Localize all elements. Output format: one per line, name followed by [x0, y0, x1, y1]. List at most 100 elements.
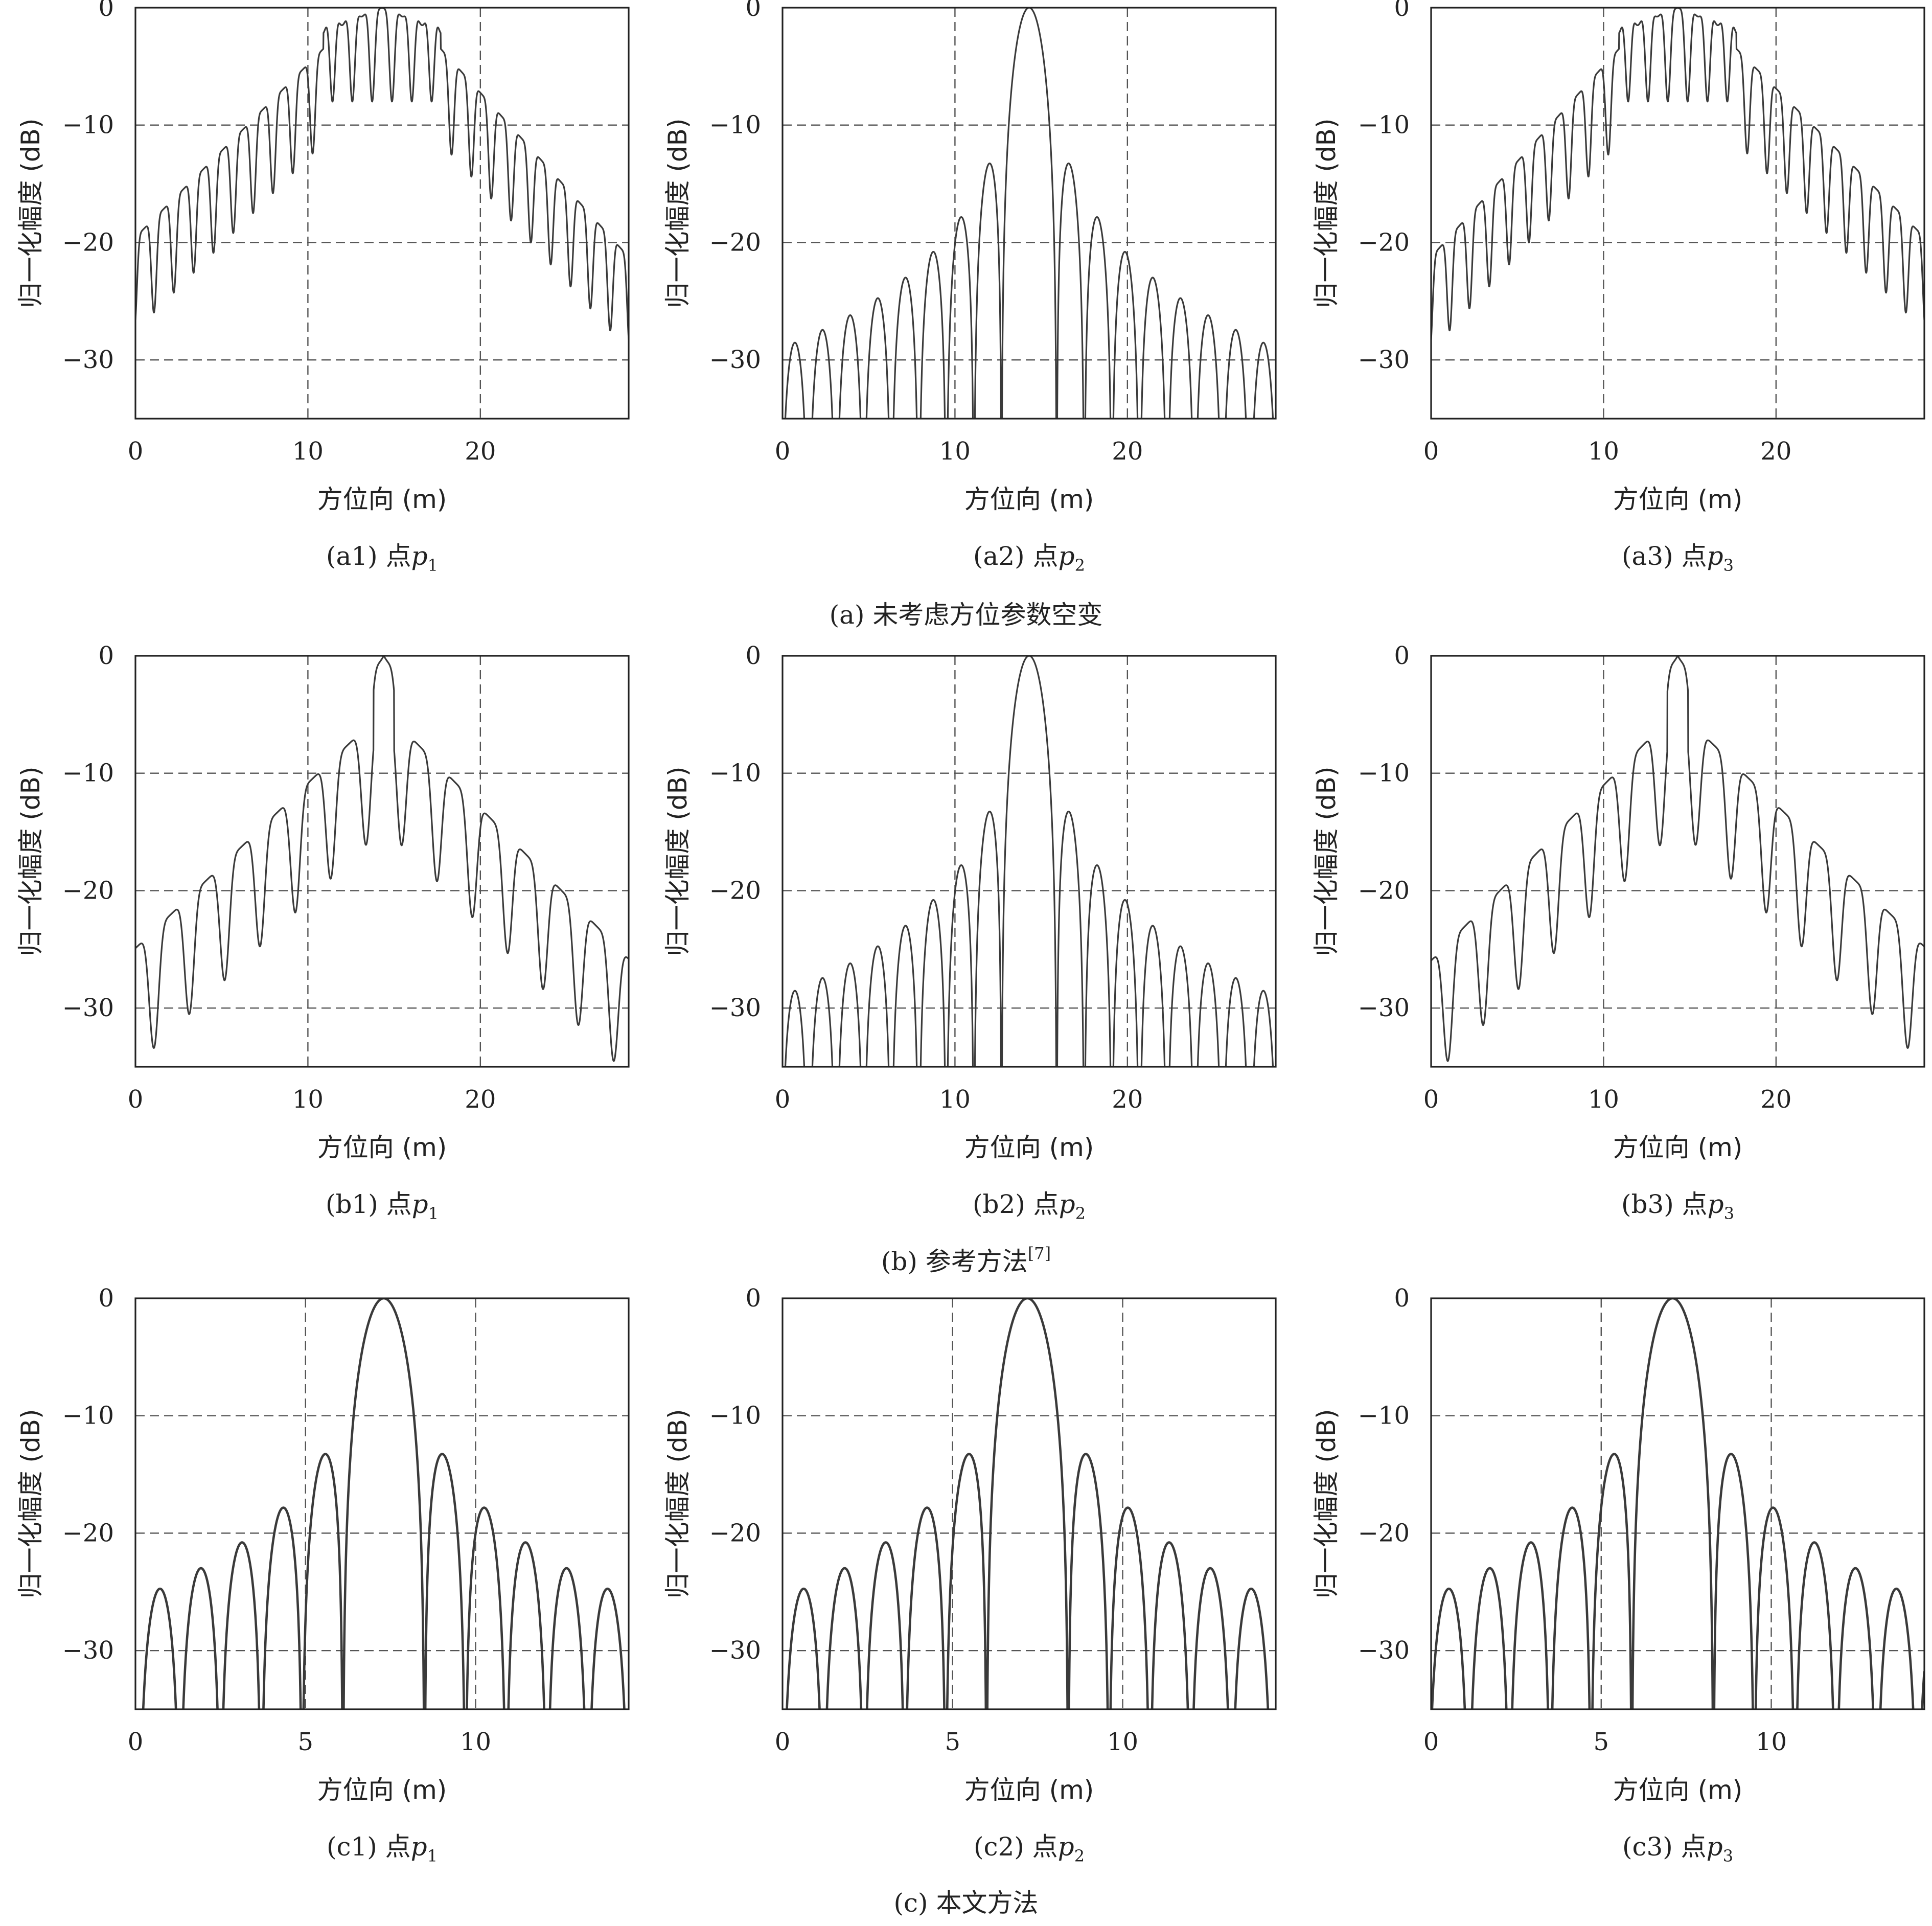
x-tick-label: 20 [1112, 1085, 1143, 1114]
x-tick-label: 0 [775, 1728, 791, 1756]
group-caption-text: 参考方法 [926, 1247, 1028, 1276]
panel-caption-var: p [411, 541, 428, 571]
chart-panel-b2: 0 −10 −20 −30 0 10 20 方位向 (m) 归一化幅度 (dB) (b2) 点p2 [663, 641, 1277, 1223]
y-axis-label: 归一化幅度 (dB) [16, 767, 45, 956]
x-axis-label: 方位向 (m) [1613, 485, 1743, 514]
panel-caption: (b1) 点p1 [326, 1189, 439, 1223]
panel-caption-var: p [411, 1832, 427, 1862]
y-tick-label: −20 [62, 228, 114, 257]
panel-caption: (c2) 点p2 [974, 1832, 1085, 1866]
group-caption-text: 未考虑方位参数空变 [872, 600, 1102, 630]
panel-caption-subscript: 1 [428, 556, 438, 575]
panel-caption-var: p [1708, 1189, 1724, 1219]
x-tick-label: 10 [1588, 1085, 1619, 1114]
panel-caption-subscript: 1 [428, 1204, 439, 1223]
x-tick-label: 0 [775, 437, 791, 466]
group-caption-ref: [7] [1028, 1244, 1051, 1263]
group-caption-text: 本文方法 [936, 1888, 1038, 1918]
x-tick-label: 20 [1760, 1085, 1791, 1114]
y-tick-label: −10 [709, 1402, 761, 1430]
panel-caption-subscript: 3 [1724, 1204, 1734, 1223]
panel-caption-label: (a1) 点 [326, 541, 411, 571]
x-tick-label: 10 [939, 437, 971, 466]
chart-panel-b1: 0 −10 −20 −30 0 10 20 方位向 (m) 归一化幅度 (dB) (b1) 点p1 [16, 641, 630, 1223]
panel-caption-var: p [1059, 1189, 1075, 1219]
panel-caption-subscript: 2 [1074, 1846, 1085, 1866]
y-tick-label: −20 [62, 876, 114, 905]
y-tick-label: −20 [1358, 228, 1410, 257]
group-caption-prefix: (b) [881, 1247, 926, 1276]
chart-panel-b3: 0 −10 −20 −30 0 10 20 方位向 (m) 归一化幅度 (dB) (b3) 点p3 [1312, 641, 1925, 1223]
y-tick-label: 0 [745, 1284, 761, 1313]
y-tick-label: −20 [709, 1519, 761, 1547]
y-tick-label: −10 [62, 759, 114, 788]
y-tick-label: −30 [709, 1636, 761, 1665]
panel-caption-label: (c3) 点 [1622, 1832, 1707, 1862]
x-tick-label: 20 [465, 1085, 496, 1114]
plot-frame [134, 1297, 630, 1710]
group-caption: (b) 参考方法[7] [881, 1244, 1051, 1276]
panel-caption-label: (b2) 点 [973, 1189, 1059, 1219]
series-line-c1 [142, 1298, 626, 1709]
x-tick-label: 0 [128, 1728, 144, 1756]
panel-caption-subscript: 2 [1075, 556, 1085, 575]
y-axis-label: 归一化幅度 (dB) [1312, 1409, 1341, 1599]
x-tick-label: 5 [297, 1728, 313, 1756]
x-tick-label: 0 [128, 437, 144, 466]
group-caption-prefix: (c) [894, 1888, 936, 1918]
x-tick-label: 5 [945, 1728, 960, 1756]
panel-caption: (b2) 点p2 [973, 1189, 1086, 1223]
x-axis-label: 方位向 (m) [1613, 1133, 1743, 1162]
group-caption-prefix: (a) [830, 600, 873, 630]
y-tick-label: −30 [709, 994, 761, 1022]
y-tick-label: −30 [709, 346, 761, 374]
x-tick-label: 0 [128, 1085, 144, 1114]
panel-caption-var: p [1059, 541, 1075, 571]
x-axis-label: 方位向 (m) [964, 1775, 1094, 1805]
plot-frame [1430, 655, 1925, 1068]
x-tick-label: 10 [1756, 1728, 1787, 1756]
chart-panel-c3: 0 −10 −20 −30 0 5 10 方位向 (m) 归一化幅度 (dB) (c3) 点p3 [1312, 1284, 1925, 1866]
y-axis-label: 归一化幅度 (dB) [16, 119, 45, 308]
y-axis-label: 归一化幅度 (dB) [663, 119, 693, 308]
x-tick-label: 10 [292, 1085, 324, 1114]
plot-frame [1430, 7, 1925, 420]
x-axis-label: 方位向 (m) [964, 485, 1094, 514]
panel-caption: (a2) 点p2 [973, 541, 1085, 575]
panel-caption-var: p [1707, 1832, 1723, 1862]
panel-caption-label: (a3) 点 [1622, 541, 1707, 571]
x-axis-label: 方位向 (m) [964, 1133, 1094, 1162]
x-tick-label: 20 [1112, 437, 1143, 466]
x-tick-label: 0 [1423, 1085, 1439, 1114]
x-tick-label: 10 [460, 1728, 491, 1756]
x-tick-label: 10 [1107, 1728, 1138, 1756]
chart-panel-c1: 0 −10 −20 −30 0 5 10 方位向 (m) 归一化幅度 (dB) (c1) 点p1 [16, 1284, 630, 1866]
y-axis-label: 归一化幅度 (dB) [1312, 767, 1341, 956]
x-axis-label: 方位向 (m) [1613, 1775, 1743, 1805]
x-tick-label: 0 [1423, 437, 1439, 466]
x-axis-label: 方位向 (m) [317, 1775, 447, 1805]
x-tick-label: 20 [465, 437, 496, 466]
y-tick-label: −10 [1358, 759, 1410, 788]
group-caption: (c) 本文方法 [894, 1888, 1039, 1918]
series-line-c2 [786, 1298, 1270, 1709]
y-tick-label: −30 [1358, 346, 1410, 374]
series-line-b2 [784, 656, 1274, 1067]
panel-caption-label: (b3) 点 [1621, 1189, 1708, 1219]
y-tick-label: 0 [745, 641, 761, 670]
panel-caption-subscript: 2 [1075, 1204, 1086, 1223]
group-caption: (a) 未考虑方位参数空变 [830, 600, 1103, 630]
x-tick-label: 0 [1423, 1728, 1439, 1756]
series-line-b3 [1431, 656, 1924, 1062]
panel-caption-var: p [1058, 1832, 1074, 1862]
chart-panel-a1: 0 −10 −20 −30 0 10 20 方位向 (m) 归一化幅度 (dB) (a1) 点p1 [16, 0, 630, 575]
y-tick-label: −10 [1358, 111, 1410, 140]
panel-caption-label: (a2) 点 [973, 541, 1059, 571]
x-axis-label: 方位向 (m) [317, 1133, 447, 1162]
panel-caption: (a3) 点p3 [1622, 541, 1734, 575]
y-tick-label: −20 [1358, 876, 1410, 905]
x-tick-label: 5 [1593, 1728, 1609, 1756]
plot-frame [134, 7, 630, 420]
chart-panel-c2: 0 −10 −20 −30 0 5 10 方位向 (m) 归一化幅度 (dB) (c2) 点p2 [663, 1284, 1277, 1866]
